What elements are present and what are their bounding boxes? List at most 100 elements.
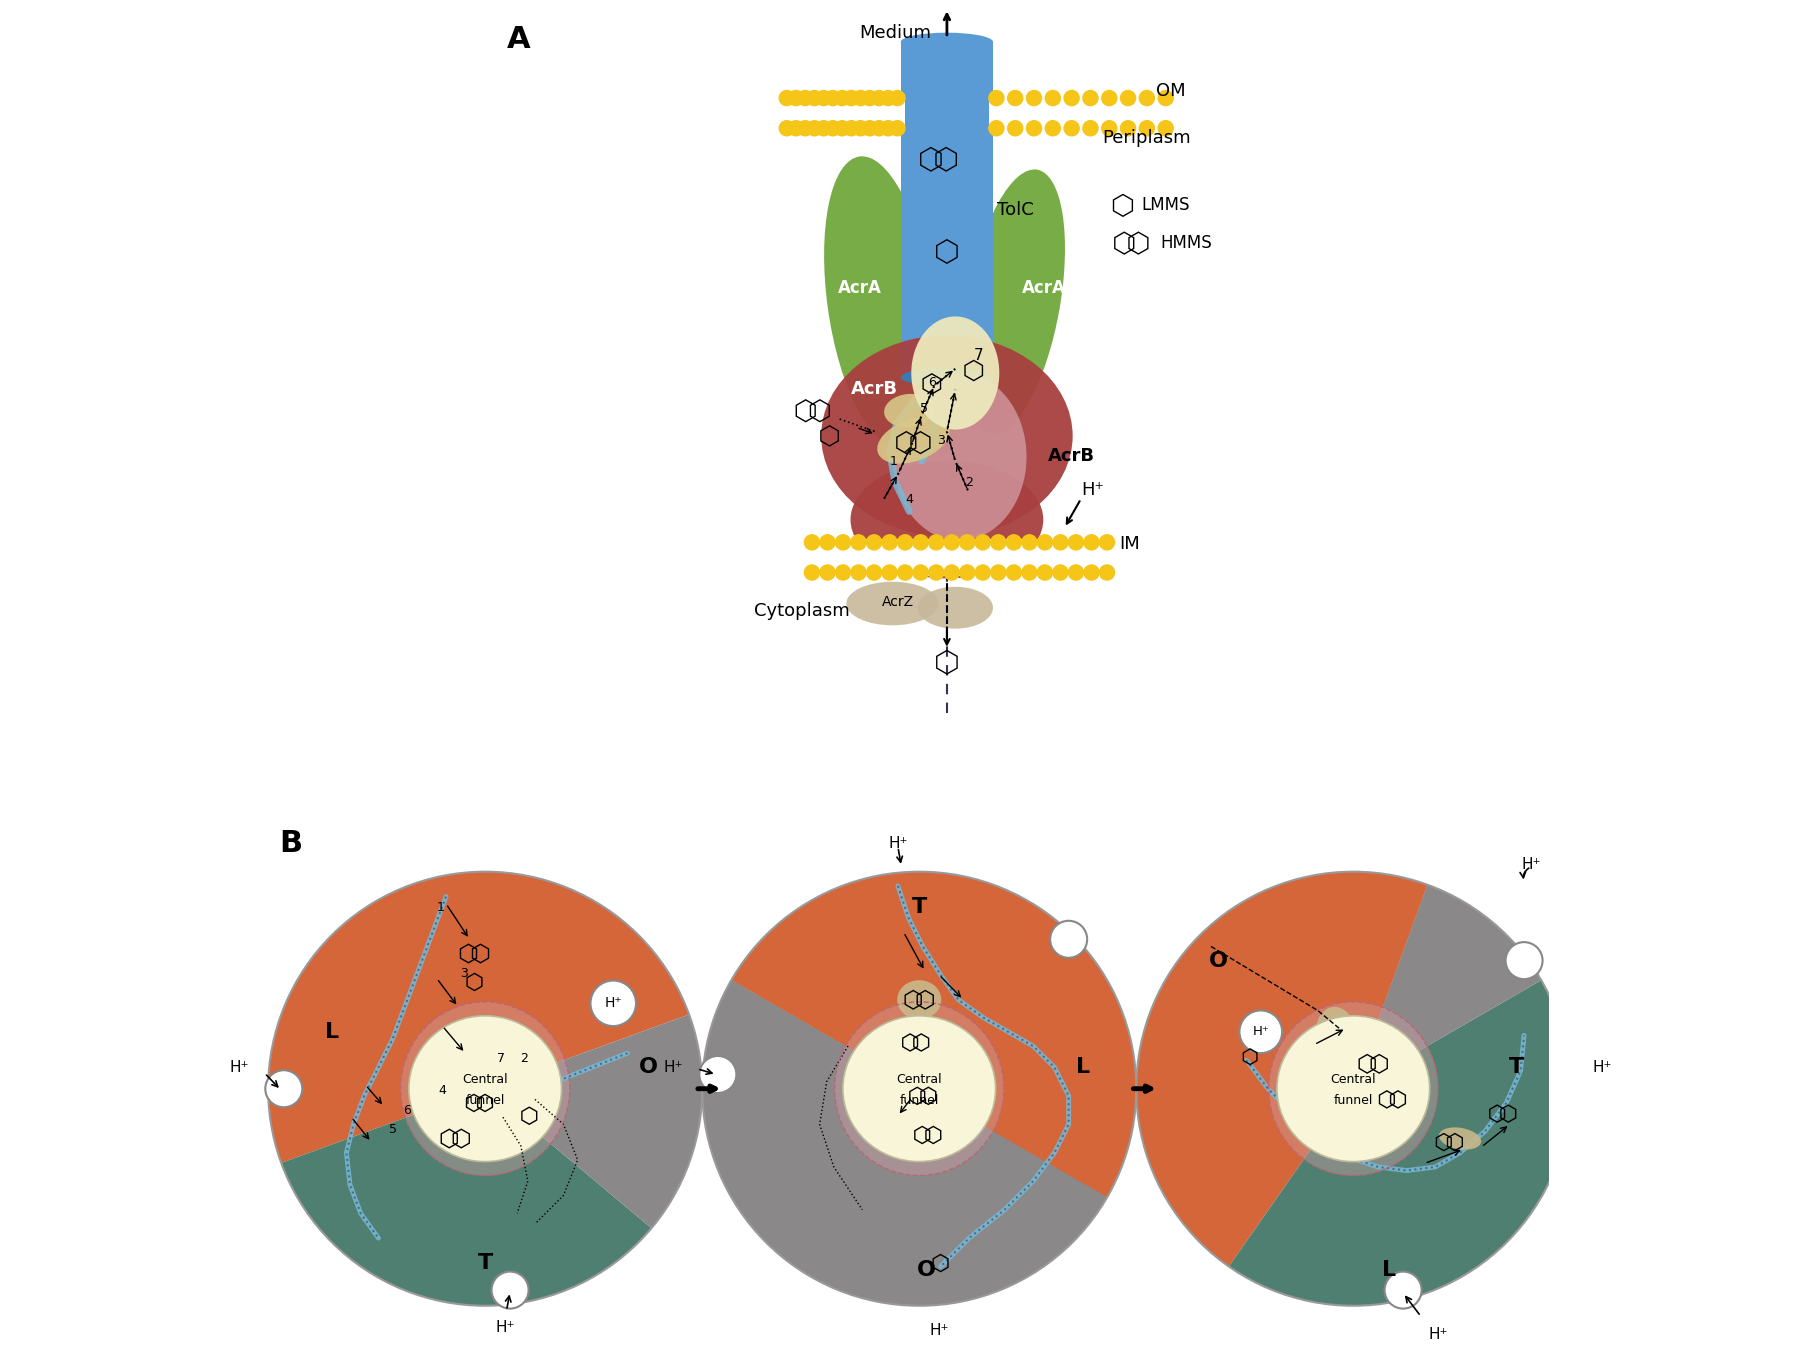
Text: Periplasm: Periplasm [1102,128,1191,146]
Ellipse shape [400,1002,570,1175]
Text: H⁺: H⁺ [230,1060,250,1075]
Circle shape [929,535,943,550]
Text: AcrA: AcrA [1023,280,1066,297]
Text: 5: 5 [919,403,929,415]
Circle shape [988,120,1005,135]
Circle shape [990,535,1006,550]
Text: IM: IM [1119,535,1140,553]
Circle shape [912,535,929,550]
Text: LMMS: LMMS [1142,196,1189,215]
Ellipse shape [824,157,936,448]
Circle shape [851,565,867,580]
Text: 1: 1 [891,456,898,468]
Circle shape [807,91,822,105]
Circle shape [881,535,898,550]
Text: HMMS: HMMS [1160,234,1213,251]
Text: funnel: funnel [900,1094,939,1106]
Text: O: O [1209,950,1227,971]
Text: H⁺: H⁺ [889,836,907,850]
Circle shape [1064,91,1079,105]
Circle shape [820,565,834,580]
Circle shape [1008,91,1023,105]
Bar [780,95,905,132]
Ellipse shape [878,416,950,464]
Ellipse shape [896,1025,936,1060]
Circle shape [816,120,831,135]
Circle shape [1006,535,1021,550]
Text: Medium: Medium [860,24,930,42]
Circle shape [1120,91,1135,105]
Text: H⁺: H⁺ [1522,857,1540,872]
Ellipse shape [411,1091,474,1122]
Text: AcrZ: AcrZ [881,595,914,608]
Text: H⁺: H⁺ [1081,480,1104,499]
Text: L: L [1381,1260,1396,1280]
Ellipse shape [898,980,941,1019]
Circle shape [699,1056,737,1092]
Circle shape [780,91,795,105]
Circle shape [789,120,804,135]
Ellipse shape [851,461,1043,579]
Circle shape [825,91,840,105]
Circle shape [1082,120,1099,135]
Circle shape [1158,91,1173,105]
Circle shape [820,535,834,550]
Ellipse shape [918,587,994,629]
Bar [901,42,994,377]
Circle shape [798,91,813,105]
Text: T: T [1510,1057,1524,1078]
Circle shape [912,565,929,580]
Circle shape [1037,565,1052,580]
Text: Central: Central [462,1073,509,1086]
Circle shape [929,565,943,580]
Circle shape [1240,1010,1281,1053]
Circle shape [1044,120,1061,135]
Text: O: O [639,1057,659,1078]
Circle shape [1102,120,1117,135]
Circle shape [1064,120,1079,135]
Text: T: T [478,1253,492,1274]
Circle shape [851,535,867,550]
Text: 7: 7 [974,349,983,364]
Ellipse shape [1374,1087,1412,1113]
Text: Central: Central [896,1073,941,1086]
Text: 6: 6 [929,376,936,388]
Circle shape [1026,120,1041,135]
Ellipse shape [901,368,994,387]
Circle shape [836,565,851,580]
Circle shape [789,91,804,105]
Circle shape [862,91,878,105]
Circle shape [898,535,912,550]
Circle shape [1120,120,1135,135]
Circle shape [1053,565,1068,580]
Text: AcrB: AcrB [1048,448,1095,465]
Wedge shape [731,872,1137,1286]
Text: H⁺: H⁺ [664,1060,684,1075]
Circle shape [881,91,896,105]
Text: H⁺: H⁺ [605,996,623,1010]
Circle shape [1506,942,1542,979]
Circle shape [867,535,881,550]
Circle shape [834,91,849,105]
Circle shape [871,120,887,135]
Circle shape [836,535,851,550]
Circle shape [867,565,881,580]
Text: H⁺: H⁺ [1428,1326,1448,1341]
Circle shape [843,120,860,135]
Circle shape [825,120,840,135]
Circle shape [881,120,896,135]
Circle shape [1008,120,1023,135]
Text: H⁺: H⁺ [496,1320,514,1334]
Text: H⁺: H⁺ [1253,1025,1269,1038]
Text: 1: 1 [436,900,445,914]
Ellipse shape [892,373,1026,541]
Circle shape [843,91,860,105]
Circle shape [1158,120,1173,135]
Text: T: T [912,898,927,917]
Ellipse shape [901,32,994,51]
Text: 2: 2 [519,1052,529,1065]
Circle shape [959,565,976,580]
Ellipse shape [1269,1002,1437,1175]
Text: H⁺: H⁺ [929,1324,948,1338]
Text: 5: 5 [389,1124,396,1137]
